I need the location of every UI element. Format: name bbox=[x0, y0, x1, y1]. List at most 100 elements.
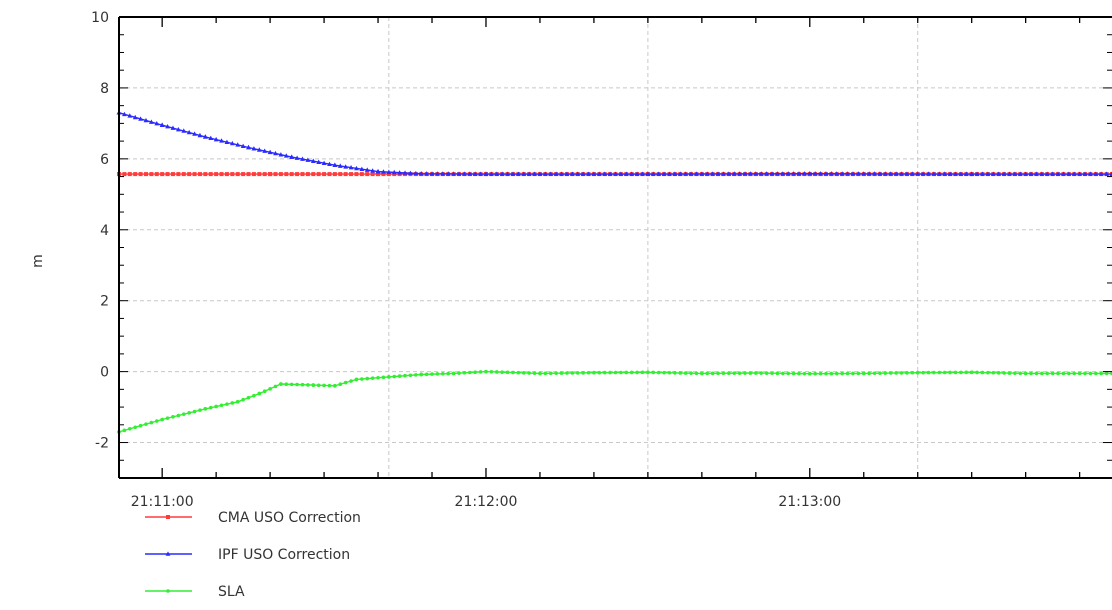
series-marker bbox=[235, 399, 240, 404]
series-marker bbox=[872, 171, 877, 176]
series-marker bbox=[1104, 371, 1109, 376]
series-marker bbox=[618, 171, 624, 176]
series-marker bbox=[899, 371, 904, 375]
series-marker bbox=[737, 171, 743, 176]
series-marker bbox=[397, 374, 402, 378]
series-marker bbox=[176, 413, 181, 418]
series-marker bbox=[424, 171, 430, 176]
series-marker bbox=[834, 171, 840, 176]
series-marker bbox=[418, 171, 424, 176]
series-marker bbox=[694, 371, 699, 376]
series-marker bbox=[554, 371, 558, 375]
series-marker bbox=[613, 370, 618, 375]
series-marker bbox=[521, 371, 526, 375]
series-marker bbox=[1088, 171, 1093, 176]
series-marker bbox=[1098, 171, 1104, 176]
series-marker bbox=[689, 371, 693, 375]
series-marker bbox=[311, 383, 316, 387]
legend-label: SLA bbox=[218, 584, 245, 600]
series-marker bbox=[969, 171, 975, 176]
series-marker bbox=[181, 128, 187, 133]
series-marker bbox=[429, 171, 435, 176]
series-marker bbox=[980, 370, 985, 375]
series-marker bbox=[197, 172, 202, 177]
y-tick-label: 10 bbox=[91, 10, 109, 26]
series-marker bbox=[764, 371, 769, 375]
series-marker bbox=[197, 132, 203, 138]
series-marker bbox=[764, 171, 770, 176]
series-marker bbox=[505, 370, 510, 375]
series-marker bbox=[893, 171, 899, 176]
series-marker bbox=[160, 417, 164, 422]
series-marker bbox=[224, 172, 229, 177]
series-marker bbox=[592, 370, 596, 375]
series-marker bbox=[629, 171, 635, 176]
legend-marker bbox=[166, 589, 170, 593]
series-marker bbox=[262, 389, 267, 394]
series-marker bbox=[710, 371, 715, 376]
series-marker bbox=[332, 172, 337, 177]
series-marker bbox=[958, 171, 964, 176]
series-marker bbox=[170, 125, 176, 130]
series-marker bbox=[732, 371, 737, 375]
series-marker bbox=[246, 395, 251, 400]
series-marker bbox=[851, 371, 855, 376]
series-marker bbox=[553, 171, 559, 176]
series-marker bbox=[1061, 371, 1066, 376]
series-marker bbox=[122, 428, 127, 433]
series-marker bbox=[488, 171, 494, 176]
series-marker bbox=[936, 171, 942, 176]
series-marker bbox=[920, 171, 926, 176]
series-marker bbox=[910, 370, 915, 375]
series-marker bbox=[855, 171, 861, 176]
series-marker bbox=[856, 371, 861, 376]
series-marker bbox=[224, 139, 230, 144]
series-marker bbox=[1088, 371, 1093, 376]
series-marker bbox=[1045, 371, 1050, 376]
series-marker bbox=[813, 371, 817, 376]
series-marker bbox=[430, 372, 434, 376]
series-marker bbox=[715, 171, 721, 176]
series-marker bbox=[165, 172, 170, 177]
series-marker bbox=[451, 371, 456, 376]
series-marker bbox=[1071, 171, 1077, 176]
series-marker bbox=[262, 148, 268, 153]
series-marker bbox=[791, 371, 796, 376]
series-marker bbox=[727, 371, 731, 376]
series-marker bbox=[127, 426, 132, 431]
series-marker bbox=[295, 382, 299, 387]
series-marker bbox=[461, 171, 467, 176]
series-marker bbox=[931, 171, 937, 176]
series-marker bbox=[349, 172, 354, 177]
series-marker bbox=[646, 370, 650, 375]
series-marker bbox=[186, 129, 192, 135]
series-marker bbox=[748, 171, 753, 176]
series-marker bbox=[370, 376, 375, 380]
series-marker bbox=[332, 162, 338, 168]
series-marker bbox=[408, 373, 413, 378]
series-marker bbox=[349, 379, 353, 383]
series-marker bbox=[386, 172, 391, 177]
series-marker bbox=[257, 172, 262, 177]
series-marker bbox=[273, 172, 278, 177]
series-marker bbox=[300, 156, 305, 161]
series-marker bbox=[591, 171, 597, 176]
series-marker bbox=[289, 172, 294, 177]
series-marker bbox=[758, 171, 764, 176]
series-marker bbox=[284, 382, 289, 387]
series-marker bbox=[947, 171, 953, 176]
series-marker bbox=[414, 373, 418, 377]
series-marker bbox=[526, 171, 532, 176]
series-marker bbox=[661, 171, 667, 176]
series-marker bbox=[154, 419, 159, 423]
series-marker bbox=[381, 172, 386, 177]
series-marker bbox=[683, 371, 688, 375]
series-marker bbox=[294, 155, 300, 160]
series-marker bbox=[915, 171, 921, 176]
series-marker bbox=[786, 371, 790, 376]
series-marker bbox=[365, 172, 370, 177]
series-marker bbox=[300, 172, 305, 177]
series-marker bbox=[413, 170, 419, 176]
series-marker bbox=[1050, 171, 1056, 176]
series-marker bbox=[662, 370, 666, 375]
